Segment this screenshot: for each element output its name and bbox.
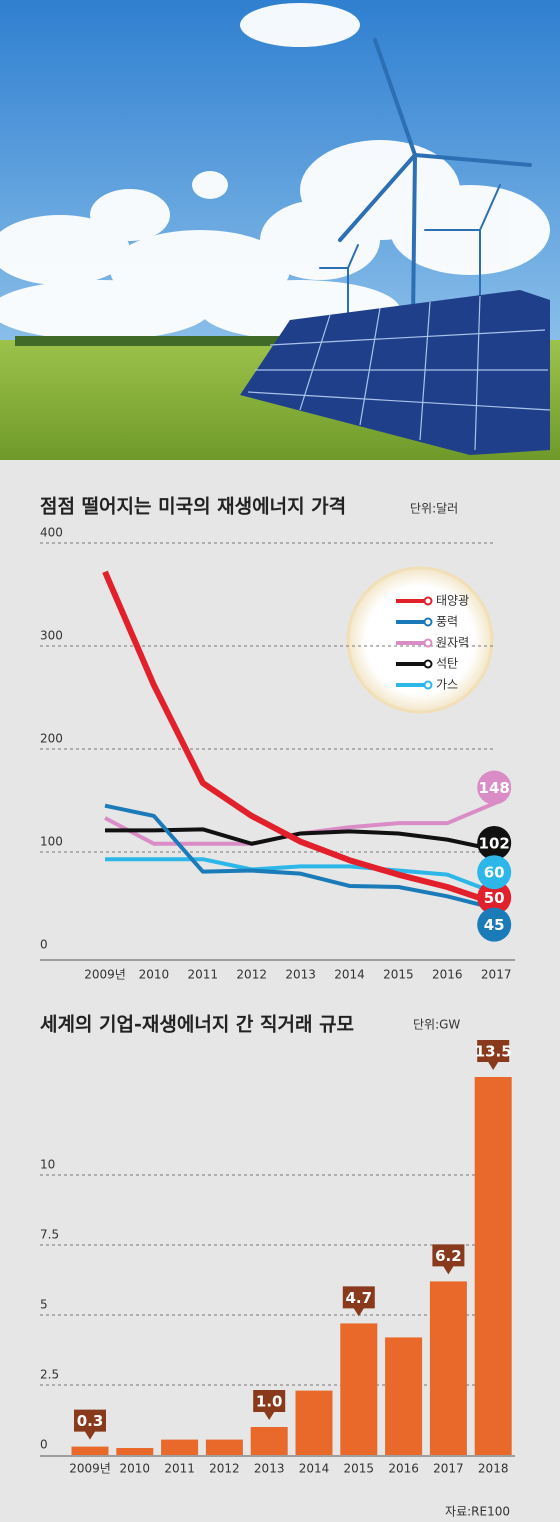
legend-dot: [423, 638, 433, 648]
end-label: 102: [479, 834, 510, 852]
x-tick-label: 2016: [388, 1462, 419, 1476]
label-bubble: [253, 1390, 286, 1420]
bar: [116, 1448, 154, 1455]
source: 자료:RE100: [445, 1505, 510, 1519]
end-label: 148: [479, 779, 510, 797]
y-tick-label: 5: [40, 1298, 48, 1312]
end-label-bg: [477, 880, 512, 915]
legend-label: 원자력: [436, 636, 469, 650]
x-tick-label: 2017: [481, 968, 512, 982]
chart-two: 세계의 기업-재생에너지 간 직거래 규모 단위:GW 자료:RE100: [40, 1014, 515, 1519]
label-bubble: [432, 1244, 465, 1275]
legend-bg: [346, 566, 494, 714]
legend-label: 가스: [436, 678, 458, 692]
photo: [0, 0, 560, 460]
x-tick-label: 2010: [139, 968, 170, 982]
end-label-bg: [477, 855, 512, 890]
legend-dot: [423, 659, 433, 669]
bar: [161, 1439, 199, 1455]
end-label-bg: [477, 907, 512, 942]
label-bubble: [74, 1409, 106, 1440]
x-tick-label: 2013: [285, 968, 316, 982]
bar: [295, 1390, 333, 1455]
y-tick-label: 2.5: [40, 1368, 59, 1382]
y-tick-label: 10: [40, 1158, 55, 1172]
bar: [474, 1077, 512, 1455]
x-tick-label: 2016: [432, 968, 463, 982]
series-line: [105, 827, 497, 852]
y-tick-label: 7.5: [40, 1228, 59, 1242]
chart-one: 점점 떨어지는 미국의 재생에너지 가격 단위:달러: [40, 496, 515, 961]
label-bubble: [477, 1040, 510, 1070]
x-tick-label: 2015: [383, 968, 414, 982]
bar: [385, 1337, 423, 1455]
legend-dot: [423, 596, 433, 606]
y-tick-label: 300: [40, 629, 63, 643]
value-label: 6.2: [435, 1247, 462, 1265]
y-tick-label: 200: [40, 732, 63, 746]
value-label: 13.5: [475, 1043, 512, 1061]
x-tick-label: 2009년: [69, 1462, 111, 1476]
end-label: 45: [484, 916, 505, 934]
x-tick-label: 2010: [120, 1462, 151, 1476]
x-tick-label: 2011: [164, 1462, 195, 1476]
x-tick-label: 2018: [478, 1462, 509, 1476]
value-label: 0.3: [77, 1412, 104, 1430]
bar: [429, 1281, 467, 1455]
end-label: 50: [484, 889, 505, 907]
value-label: 1.0: [256, 1393, 283, 1411]
series-line: [105, 857, 497, 896]
chart-title: 세계의 기업-재생에너지 간 직거래 규모: [40, 1014, 354, 1036]
series-line: [102, 570, 498, 907]
legend-dot: [423, 617, 433, 627]
unit: 단위:GW: [413, 1018, 460, 1032]
x-tick-label: 2012: [209, 1462, 240, 1476]
bar: [205, 1439, 243, 1455]
y-tick-label: 400: [40, 526, 63, 540]
end-label: 60: [484, 864, 505, 882]
legend-dot: [423, 680, 433, 690]
x-tick-label: 2015: [344, 1462, 375, 1476]
value-label: 4.7: [346, 1289, 373, 1307]
bar: [250, 1427, 288, 1455]
x-tick-label: 2012: [236, 968, 267, 982]
end-label-bg: [477, 770, 512, 805]
legend-label: 풍력: [436, 615, 458, 629]
x-tick-label: 2009년: [84, 968, 126, 982]
x-tick-label: 2014: [299, 1462, 330, 1476]
chart-title: 점점 떨어지는 미국의 재생에너지 가격: [40, 496, 346, 518]
end-label-bg: [477, 825, 512, 860]
y-tick-label: 100: [40, 835, 63, 849]
x-tick-label: 2014: [334, 968, 365, 982]
legend-label: 석탄: [436, 657, 458, 671]
x-tick-label: 2017: [433, 1462, 464, 1476]
unit: 단위:달러: [410, 502, 458, 516]
y-tick-label: 0: [40, 1438, 48, 1452]
label-bubble: [342, 1286, 375, 1317]
x-tick-label: 2013: [254, 1462, 285, 1476]
bar: [340, 1323, 378, 1455]
bar: [71, 1446, 109, 1455]
legend-label: 태양광: [436, 594, 469, 608]
y-tick-label: 0: [40, 938, 48, 952]
series-line: [104, 803, 497, 911]
x-tick-label: 2011: [188, 968, 219, 982]
